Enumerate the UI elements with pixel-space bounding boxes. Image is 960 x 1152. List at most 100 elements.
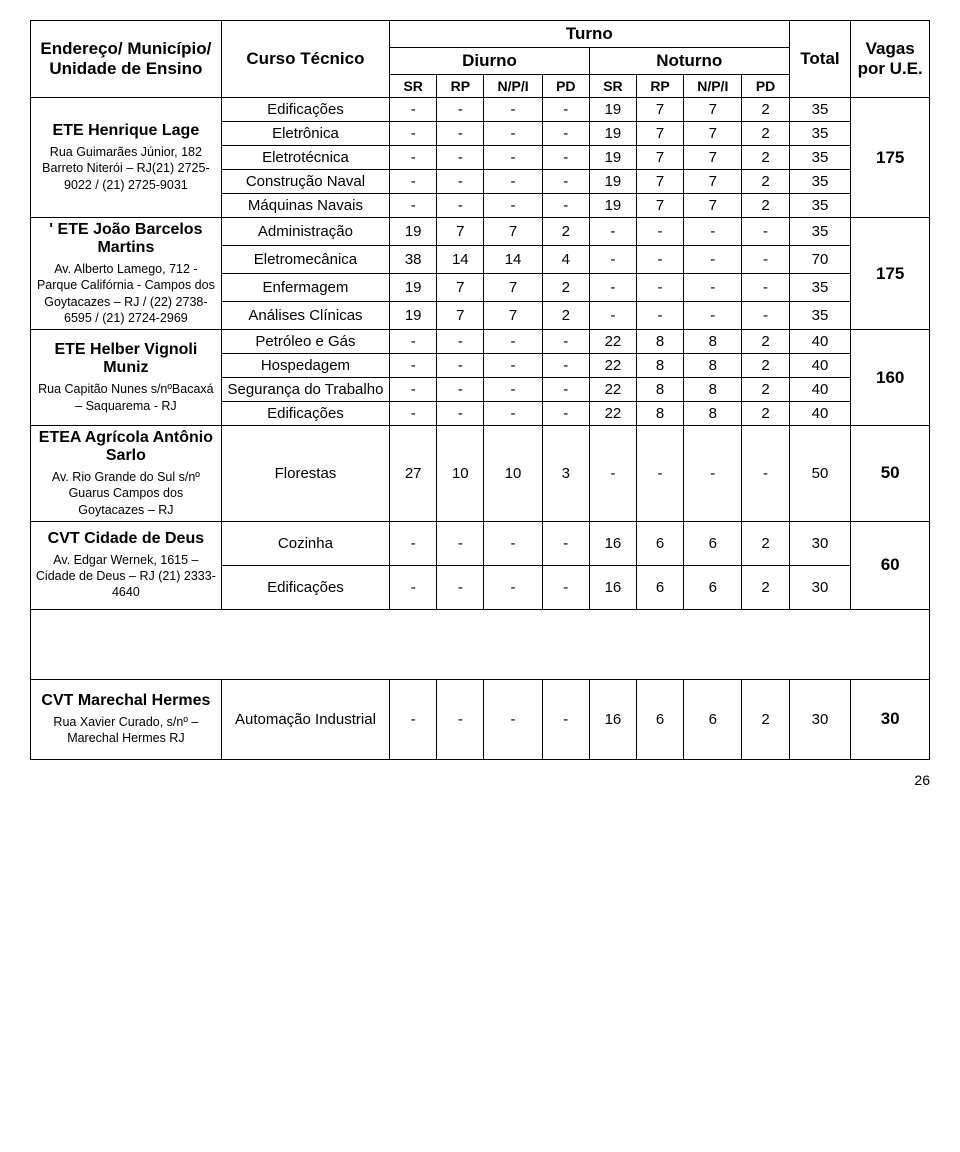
col-noturno-header: Noturno bbox=[589, 48, 789, 75]
cell: 40 bbox=[789, 402, 851, 426]
cell: 19 bbox=[390, 302, 437, 330]
cell: 50 bbox=[789, 426, 851, 522]
institution-cell: CVT Cidade de DeusAv. Edgar Wernek, 1615… bbox=[31, 521, 222, 609]
cell: - bbox=[437, 565, 484, 609]
cell: 19 bbox=[589, 122, 636, 146]
institution-cell: ETE Helber Vignoli MunizRua Capitão Nune… bbox=[31, 330, 222, 426]
cell: 6 bbox=[684, 565, 742, 609]
cell: - bbox=[437, 330, 484, 354]
cell: 2 bbox=[742, 354, 789, 378]
cell: Eletromecânica bbox=[221, 246, 389, 274]
cell: - bbox=[390, 679, 437, 759]
cell: 35 bbox=[789, 170, 851, 194]
cell: 3 bbox=[542, 426, 589, 522]
cell: 19 bbox=[390, 274, 437, 302]
cell: 8 bbox=[636, 330, 683, 354]
cell: - bbox=[684, 274, 742, 302]
cell: 14 bbox=[484, 246, 542, 274]
cell: 16 bbox=[589, 521, 636, 565]
cell: - bbox=[390, 521, 437, 565]
cell: 8 bbox=[636, 402, 683, 426]
col-total-header: Total bbox=[789, 21, 851, 98]
cell: 7 bbox=[636, 122, 683, 146]
cell: 7 bbox=[437, 274, 484, 302]
cell: 27 bbox=[390, 426, 437, 522]
table-row: ETE Helber Vignoli MunizRua Capitão Nune… bbox=[31, 330, 930, 354]
cell: - bbox=[484, 330, 542, 354]
cell: - bbox=[742, 302, 789, 330]
cell: - bbox=[484, 146, 542, 170]
cell: 35 bbox=[789, 122, 851, 146]
spacer-cell bbox=[31, 609, 930, 679]
cell: - bbox=[542, 378, 589, 402]
vagas-cell: 60 bbox=[851, 521, 930, 609]
col-turno-header: Turno bbox=[390, 21, 790, 48]
table-row: CVT Cidade de DeusAv. Edgar Wernek, 1615… bbox=[31, 521, 930, 565]
cell: 16 bbox=[589, 565, 636, 609]
cell: - bbox=[589, 302, 636, 330]
cell: - bbox=[636, 246, 683, 274]
cell: 35 bbox=[789, 98, 851, 122]
cell: - bbox=[484, 170, 542, 194]
vagas-cell: 30 bbox=[851, 679, 930, 759]
cell: 2 bbox=[542, 274, 589, 302]
cell: - bbox=[684, 302, 742, 330]
sub-rp-n: RP bbox=[636, 75, 683, 98]
cell: 2 bbox=[742, 679, 789, 759]
page-number: 26 bbox=[30, 772, 930, 788]
cell: 6 bbox=[636, 565, 683, 609]
cell: - bbox=[437, 146, 484, 170]
institution-cell: ETEA Agrícola Antônio SarloAv. Rio Grand… bbox=[31, 426, 222, 522]
cell: 10 bbox=[437, 426, 484, 522]
cell: - bbox=[742, 218, 789, 246]
cell: - bbox=[684, 218, 742, 246]
sub-npi-d: N/P/I bbox=[484, 75, 542, 98]
cell: - bbox=[390, 354, 437, 378]
cell: 7 bbox=[484, 274, 542, 302]
cell: 7 bbox=[684, 194, 742, 218]
cell: - bbox=[390, 330, 437, 354]
cell: 7 bbox=[437, 302, 484, 330]
cell: - bbox=[636, 426, 683, 522]
cell: 35 bbox=[789, 146, 851, 170]
cell: 6 bbox=[684, 679, 742, 759]
cell: 4 bbox=[542, 246, 589, 274]
cell: - bbox=[684, 246, 742, 274]
col-address-header: Endereço/ Município/ Unidade de Ensino bbox=[31, 21, 222, 98]
cell: 7 bbox=[684, 170, 742, 194]
cell: 35 bbox=[789, 302, 851, 330]
cell: - bbox=[542, 521, 589, 565]
sub-sr-n: SR bbox=[589, 75, 636, 98]
cell: 7 bbox=[636, 170, 683, 194]
cell: Edificações bbox=[221, 402, 389, 426]
cell: - bbox=[542, 330, 589, 354]
cell: Construção Naval bbox=[221, 170, 389, 194]
cell: - bbox=[542, 170, 589, 194]
cell: 22 bbox=[589, 378, 636, 402]
cell: Máquinas Navais bbox=[221, 194, 389, 218]
cell: - bbox=[390, 122, 437, 146]
cell: - bbox=[636, 218, 683, 246]
header-row-1: Endereço/ Município/ Unidade de Ensino C… bbox=[31, 21, 930, 48]
cell: Administração bbox=[221, 218, 389, 246]
cell: - bbox=[742, 274, 789, 302]
sub-sr-d: SR bbox=[390, 75, 437, 98]
cell: 2 bbox=[742, 170, 789, 194]
table-row: ETE Henrique LageRua Guimarães Júnior, 1… bbox=[31, 98, 930, 122]
cell: - bbox=[437, 679, 484, 759]
cell: 2 bbox=[742, 194, 789, 218]
table-row: ' ETE João Barcelos MartinsAv. Alberto L… bbox=[31, 218, 930, 246]
cell: - bbox=[437, 122, 484, 146]
cell: 8 bbox=[684, 378, 742, 402]
cell: 35 bbox=[789, 274, 851, 302]
cell: - bbox=[437, 170, 484, 194]
cell: Eletrotécnica bbox=[221, 146, 389, 170]
col-vagas-header: Vagas por U.E. bbox=[851, 21, 930, 98]
cell: - bbox=[484, 194, 542, 218]
cell: - bbox=[437, 354, 484, 378]
cell: - bbox=[484, 122, 542, 146]
cell: - bbox=[390, 98, 437, 122]
cell: 2 bbox=[742, 146, 789, 170]
cell: Petróleo e Gás bbox=[221, 330, 389, 354]
cell: - bbox=[484, 98, 542, 122]
